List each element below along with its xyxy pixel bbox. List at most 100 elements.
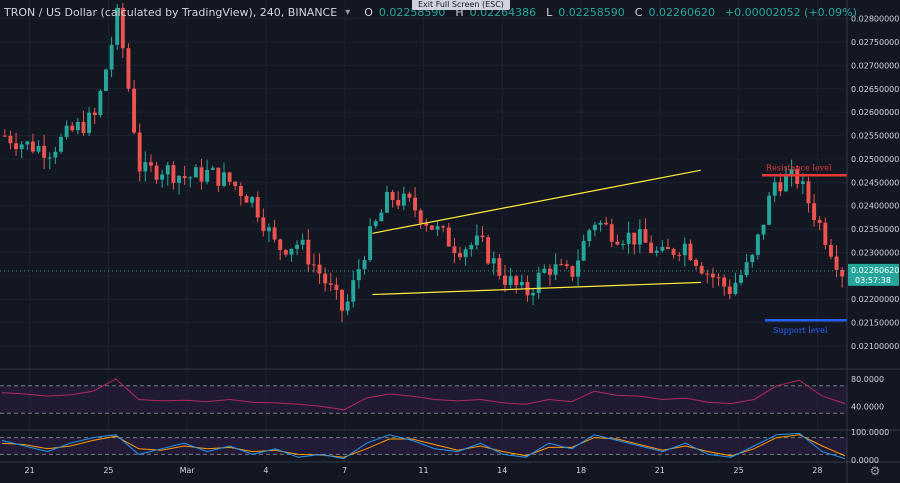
candle-body	[171, 165, 176, 183]
exit-fullscreen-button[interactable]: Exit Full Screen (ESC)	[412, 0, 510, 10]
candle-body	[300, 239, 305, 245]
candle-body	[98, 90, 103, 116]
candle-body	[413, 197, 418, 211]
candle-body	[362, 260, 367, 270]
candle-body	[688, 243, 693, 261]
candle-body	[716, 277, 721, 279]
candle-body	[784, 175, 788, 192]
last-price-label: 0.02260620	[851, 266, 899, 275]
candle-body	[503, 275, 507, 285]
candle-body	[345, 301, 350, 311]
candle-body	[165, 165, 170, 175]
candle-body	[396, 199, 401, 206]
candle-body	[458, 253, 462, 258]
candle-body	[699, 265, 704, 274]
price-tick-label: 0.02750000	[851, 38, 899, 47]
candle-body	[626, 232, 631, 244]
change-value: +0.00002052 (+0.09%)	[724, 5, 857, 19]
candle-body	[564, 264, 569, 267]
candle-body	[649, 242, 654, 253]
candle-body	[486, 237, 491, 264]
time-tick-label: 25	[103, 466, 113, 475]
candle-body	[576, 260, 581, 277]
candle-body	[238, 185, 243, 197]
low-value: 0.02258590	[558, 5, 625, 19]
resistance-label: Resistance level	[766, 163, 832, 172]
candle-body	[604, 222, 609, 225]
price-tick-label: 0.02800000	[851, 15, 899, 24]
candle-body	[739, 275, 743, 283]
rsi-line	[1, 378, 846, 411]
time-tick-label: 28	[812, 466, 822, 475]
candle-body	[531, 292, 536, 296]
close-label: C	[634, 5, 643, 19]
candle-body	[222, 172, 226, 186]
low-label: L	[546, 5, 553, 19]
candle-body	[356, 269, 361, 281]
candle-body	[761, 224, 766, 235]
candle-body	[160, 174, 165, 180]
candle-body	[266, 227, 271, 232]
rsi-band	[0, 385, 847, 414]
candle-body	[92, 112, 97, 116]
candle-body	[188, 177, 193, 179]
candle-body	[233, 181, 238, 186]
candle-body	[800, 181, 805, 184]
candle-body	[193, 167, 198, 178]
candle-body	[334, 284, 339, 290]
candle-body	[137, 132, 142, 172]
stoch-pane	[0, 432, 847, 460]
candle-body	[368, 226, 373, 261]
candle-body	[182, 176, 187, 179]
candle-body	[710, 273, 715, 278]
candle-body	[407, 193, 412, 198]
price-tick-label: 0.02300000	[851, 248, 899, 257]
time-tick-label: 7	[342, 466, 347, 475]
candle-body	[677, 254, 682, 256]
candle-body	[216, 167, 221, 186]
candle-body	[295, 244, 300, 249]
price-tick-label: 0.02100000	[851, 342, 899, 351]
countdown-label: 03:57:38	[855, 276, 891, 285]
candle-body	[385, 192, 389, 213]
price-tick-label: 0.02150000	[851, 319, 899, 328]
candle-body	[311, 264, 316, 266]
candle-body	[463, 249, 468, 258]
high-label: H	[455, 5, 464, 19]
candle-body	[418, 210, 423, 224]
candle-body	[42, 145, 47, 158]
candle-body	[435, 226, 440, 230]
candle-body	[581, 241, 586, 261]
candle-body	[789, 168, 794, 176]
candle-body	[474, 235, 479, 246]
candle-body	[154, 165, 159, 180]
candle-body	[25, 141, 30, 145]
candle-body	[199, 167, 204, 182]
price-tick-label: 0.02600000	[851, 108, 899, 117]
stoch-k-line	[1, 432, 846, 460]
candle-body	[424, 223, 429, 226]
candle-body	[840, 269, 845, 277]
candle-body	[480, 235, 485, 238]
stoch-tick-label: 0.0000	[851, 456, 879, 465]
eye-icon[interactable]: ▾	[345, 6, 351, 18]
candle-body	[547, 268, 552, 275]
price-tick-label: 0.02650000	[851, 85, 899, 94]
candle-body	[87, 112, 92, 134]
candle-body	[519, 281, 524, 286]
candle-body	[755, 234, 760, 255]
candle-body	[120, 7, 125, 49]
candle-body	[705, 273, 710, 275]
last-price-tag	[848, 263, 899, 286]
price-axis-bg	[847, 0, 900, 483]
candle-body	[834, 256, 839, 270]
candle-body	[559, 264, 564, 266]
candle-body	[587, 230, 592, 242]
symbol-title[interactable]: TRON / US Dollar (calculated by TradingV…	[4, 5, 338, 19]
candle-body	[2, 135, 7, 137]
candle-body	[553, 264, 558, 275]
settings-gear-icon[interactable]: ⚙	[869, 464, 881, 478]
candle-body	[177, 176, 181, 183]
candle-body	[70, 125, 75, 131]
